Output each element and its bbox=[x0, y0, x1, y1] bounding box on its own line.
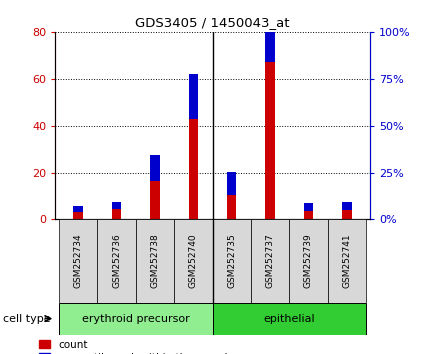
Bar bbox=[189, 119, 198, 219]
Text: cell type: cell type bbox=[3, 314, 51, 324]
Bar bbox=[212, 303, 366, 335]
Bar bbox=[59, 303, 212, 335]
Text: GSM252741: GSM252741 bbox=[342, 234, 351, 289]
Text: GSM252738: GSM252738 bbox=[150, 234, 159, 289]
Bar bbox=[97, 219, 136, 303]
Text: epithelial: epithelial bbox=[264, 314, 315, 324]
Bar bbox=[136, 219, 174, 303]
Bar bbox=[59, 219, 97, 303]
Bar bbox=[303, 211, 313, 219]
Text: erythroid precursor: erythroid precursor bbox=[82, 314, 190, 324]
Text: GSM252740: GSM252740 bbox=[189, 234, 198, 289]
Legend: count, percentile rank within the sample: count, percentile rank within the sample bbox=[39, 340, 234, 354]
Bar bbox=[342, 202, 351, 210]
Bar bbox=[328, 219, 366, 303]
Text: GSM252739: GSM252739 bbox=[304, 234, 313, 289]
Bar bbox=[150, 154, 160, 181]
Text: GSM252737: GSM252737 bbox=[266, 234, 275, 289]
Bar bbox=[150, 181, 160, 219]
Bar bbox=[251, 219, 289, 303]
Text: GSM252734: GSM252734 bbox=[74, 234, 83, 289]
Bar bbox=[189, 74, 198, 119]
Bar bbox=[227, 195, 236, 219]
Text: GSM252736: GSM252736 bbox=[112, 234, 121, 289]
Bar bbox=[303, 203, 313, 211]
Bar bbox=[342, 210, 351, 219]
Bar bbox=[265, 12, 275, 62]
Title: GDS3405 / 1450043_at: GDS3405 / 1450043_at bbox=[135, 16, 290, 29]
Bar bbox=[289, 219, 328, 303]
Bar bbox=[74, 206, 83, 212]
Text: GSM252735: GSM252735 bbox=[227, 234, 236, 289]
Bar bbox=[227, 172, 236, 195]
Bar bbox=[74, 212, 83, 219]
Bar bbox=[265, 62, 275, 219]
Bar bbox=[112, 209, 122, 219]
Bar bbox=[212, 219, 251, 303]
Bar bbox=[174, 219, 212, 303]
Bar bbox=[112, 202, 122, 209]
